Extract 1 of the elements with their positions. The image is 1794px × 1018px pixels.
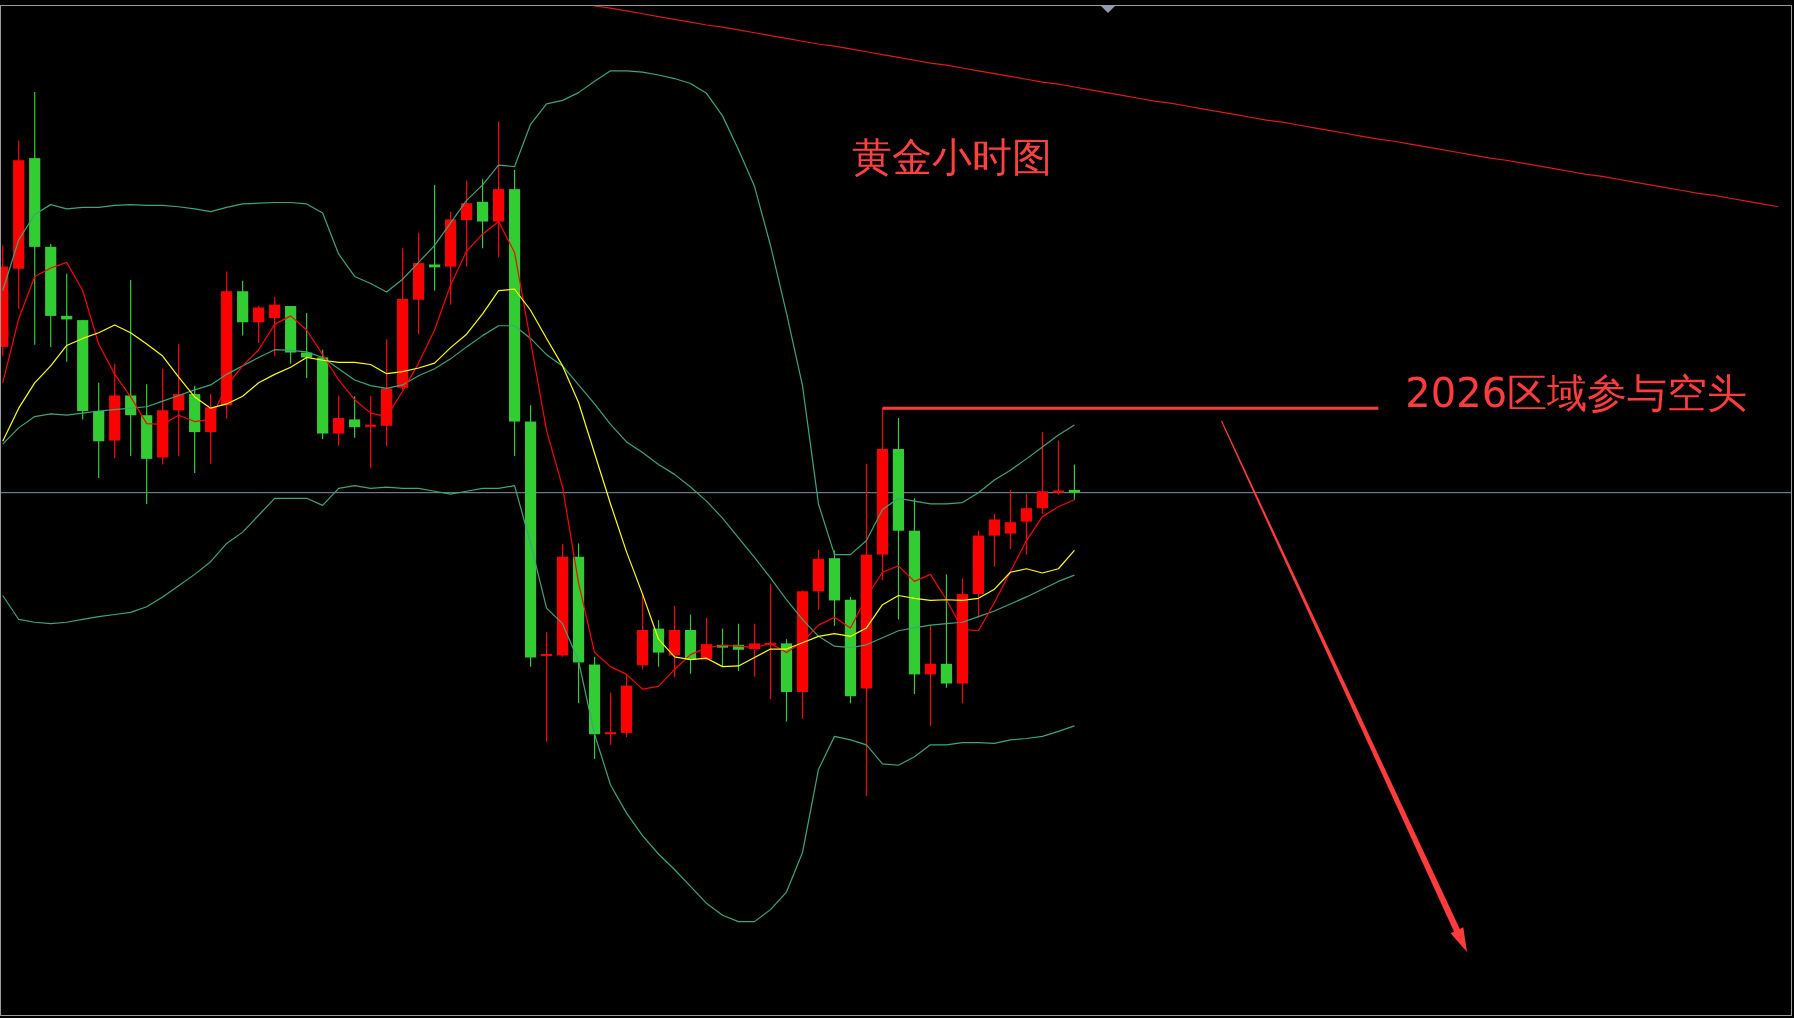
title: 黄金小时图 [852, 134, 1052, 180]
